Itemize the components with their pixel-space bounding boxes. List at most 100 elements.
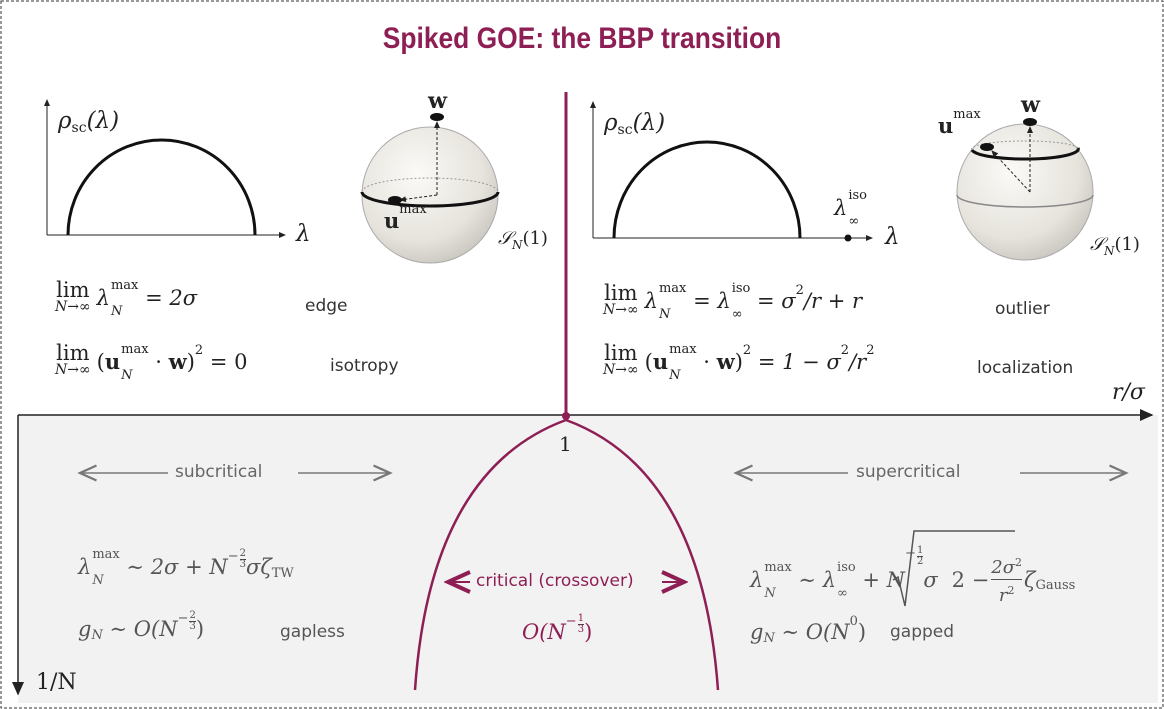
math-token: N: [669, 367, 681, 383]
math-token: 2: [866, 343, 875, 358]
math-token: N: [91, 627, 103, 643]
math-token: −: [227, 549, 239, 564]
math-token: max: [669, 341, 697, 357]
math-token: g: [750, 620, 764, 644]
vector: [399, 194, 438, 203]
math-group: (u max N · w) 2 = 0: [97, 343, 248, 382]
math-token: max: [658, 281, 687, 296]
math-token: N→∞: [55, 362, 91, 378]
semicircle: [612, 140, 802, 239]
outlier-dot: [844, 234, 852, 242]
math-token: 2: [742, 343, 752, 358]
formula: λ max N ∼ λ iso ∞ + N −1 2 σ 2 − 2σ2 r2 ζ Gauss: [750, 546, 1076, 607]
latitude: [971, 140, 1079, 151]
tick-label: 1: [559, 432, 572, 456]
math-group: λ max N = 2σ: [96, 279, 198, 318]
regime-label: supercritical: [856, 462, 961, 482]
math-group: (u max N · w) 2 = 1 − σ 2/r 2: [644, 343, 875, 382]
eigvec-label: u max: [384, 202, 427, 233]
math-token: sc: [71, 120, 87, 136]
math-token: ): [734, 349, 743, 374]
math-token: w: [168, 349, 187, 374]
math-token: ): [584, 620, 593, 644]
math-group: 2σ2: [991, 552, 1023, 580]
math-token: (1): [522, 228, 548, 249]
math-token: N: [92, 573, 104, 588]
sqrt-sign: [892, 530, 1015, 607]
math-token: /r: [849, 349, 867, 374]
equator: [361, 177, 499, 193]
regime-label: critical (crossover): [476, 571, 634, 591]
formula: lim N→∞ (u max N · w) 2 = 0: [55, 343, 248, 382]
math-token: lim: [604, 281, 638, 305]
math-token: 1: [577, 613, 585, 625]
note: isotropy: [330, 356, 399, 376]
math-token: λ: [96, 286, 110, 310]
math-token: 2: [239, 548, 246, 560]
math-group: max N: [92, 548, 119, 587]
math-token: 1: [916, 545, 924, 557]
math-group: max N: [111, 279, 138, 318]
axis-label: λ: [296, 221, 311, 247]
y-axis-label: 1/N: [36, 670, 77, 695]
math-token: N: [658, 307, 671, 322]
math-token: −: [565, 614, 577, 629]
math-token: = σ: [757, 289, 796, 313]
math-token: /r + r: [803, 289, 863, 313]
math-token: u: [938, 113, 954, 138]
math-token: ·: [155, 349, 162, 374]
outlier-label: λ iso ∞: [834, 189, 867, 228]
math-token: λ: [822, 567, 837, 592]
math-token: u: [652, 349, 669, 374]
math-token: (λ): [86, 108, 120, 134]
math-token: −: [905, 546, 916, 561]
math-token: max: [121, 341, 149, 357]
dot: [1023, 118, 1037, 126]
math-token: 2 −: [951, 567, 990, 592]
math-token: max: [953, 107, 981, 122]
math-token: w: [716, 349, 735, 374]
math-group: −1 2: [905, 545, 924, 567]
vector: [991, 150, 1031, 193]
math-group: lim N→∞: [603, 343, 639, 379]
math-token: 0: [849, 614, 858, 629]
dot: [980, 143, 994, 151]
formula: lim N→∞ λ max N = 2σ: [55, 279, 198, 318]
spike-label: w: [1021, 92, 1040, 118]
x-axis-label: r/σ: [1112, 380, 1145, 405]
equator: [360, 191, 500, 208]
note: edge: [305, 296, 348, 316]
math-token: max: [764, 559, 792, 575]
formula: lim N→∞ (u max N · w) 2 = 1 − σ 2/r 2: [603, 343, 875, 382]
math-token: 3: [189, 621, 196, 632]
math-token: N: [1103, 243, 1115, 258]
math-token: N: [764, 585, 776, 601]
math-token: ∼: [798, 567, 817, 592]
formula: lim N→∞ λ max N = λ iso ∞ = σ 2/r + r: [603, 281, 863, 322]
math-token: = 2σ: [145, 286, 198, 310]
equator: [956, 194, 1094, 208]
math-token: (1): [1114, 234, 1140, 255]
math-token: λ: [750, 567, 764, 592]
dot: [430, 113, 444, 121]
sphere: [956, 123, 1094, 261]
math-token: Gauss: [1035, 578, 1076, 593]
math-group: 2σ2 r2: [991, 552, 1023, 607]
density-label: ρ sc (λ): [58, 108, 120, 136]
math-token: N: [511, 237, 523, 252]
spike-label: w: [428, 88, 447, 114]
finite-n-region: [18, 415, 1158, 703]
math-token: (: [644, 349, 653, 374]
math-token: 3: [239, 559, 246, 570]
math-token: N: [121, 367, 133, 383]
math-token: N→∞: [603, 302, 639, 318]
math-token: TW: [271, 565, 294, 581]
math-group: −1 3: [565, 613, 585, 635]
math-token: σ: [923, 567, 938, 592]
